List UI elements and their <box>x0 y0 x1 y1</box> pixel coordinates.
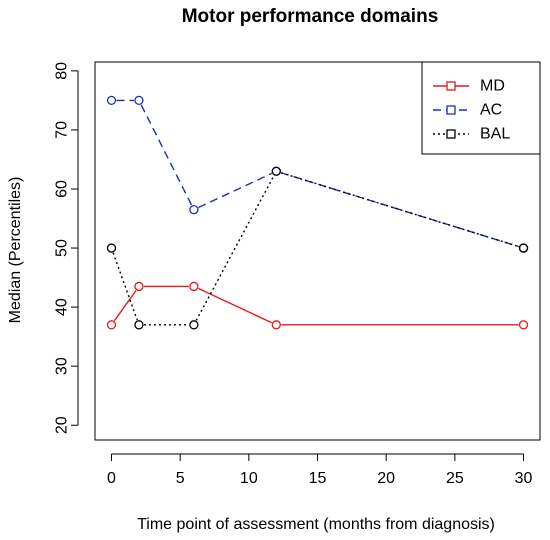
md-point <box>106 320 117 330</box>
x-tick-label: 10 <box>240 470 258 487</box>
x-tick-label: 15 <box>309 470 327 487</box>
plot-frame <box>94 61 541 441</box>
legend: MD AC BAL <box>421 61 541 155</box>
ac-point <box>106 95 117 106</box>
bal-point <box>189 320 199 330</box>
ac-line-segment <box>140 104 193 206</box>
chart-title: Motor performance domains <box>182 6 439 27</box>
x-tick-label: 5 <box>176 470 185 487</box>
md-point <box>189 281 199 292</box>
bal-point <box>518 243 529 253</box>
y-axis: 20 30 40 50 60 70 80 <box>54 62 79 434</box>
series-bal <box>106 166 529 330</box>
md-point <box>518 320 529 330</box>
md-point <box>271 320 281 330</box>
y-tick-label: 40 <box>54 298 71 316</box>
legend-ac-label: AC <box>480 102 502 119</box>
bal-line-segment <box>280 172 519 248</box>
ac-line-segment <box>198 172 273 209</box>
legend-md-label: MD <box>480 78 505 95</box>
y-tick-label: 80 <box>54 62 71 80</box>
legend-ac-marker <box>446 105 456 115</box>
legend-box <box>421 61 541 155</box>
legend-bal-marker <box>446 129 456 139</box>
x-tick-label: 0 <box>107 470 116 487</box>
legend-bal-label: BAL <box>480 126 510 143</box>
md-point <box>134 281 144 292</box>
ac-point <box>134 95 144 106</box>
series-md <box>106 281 529 330</box>
y-tick-label: 70 <box>54 121 71 139</box>
bal-line-segment <box>112 252 138 321</box>
y-tick-label: 60 <box>54 180 71 198</box>
x-tick-label: 25 <box>446 470 464 487</box>
bal-line-segment <box>195 175 275 321</box>
ac-point <box>189 205 199 215</box>
series-layer <box>106 95 529 330</box>
y-tick-label: 30 <box>54 357 71 375</box>
bal-point <box>106 243 117 253</box>
y-tick-label: 50 <box>54 239 71 257</box>
y-axis-label: Median (Percentiles) <box>7 177 24 324</box>
x-axis: 0 5 10 15 20 25 30 <box>107 453 533 487</box>
x-tick-label: 20 <box>377 470 395 487</box>
x-tick-label: 30 <box>515 470 533 487</box>
legend-md-marker <box>446 81 456 91</box>
bal-point <box>271 166 281 176</box>
x-axis-label: Time point of assessment (months from di… <box>137 516 495 533</box>
md-line-segment <box>198 287 273 324</box>
bal-point <box>134 320 144 330</box>
md-line-segment <box>113 290 137 322</box>
y-tick-label: 20 <box>54 416 71 434</box>
